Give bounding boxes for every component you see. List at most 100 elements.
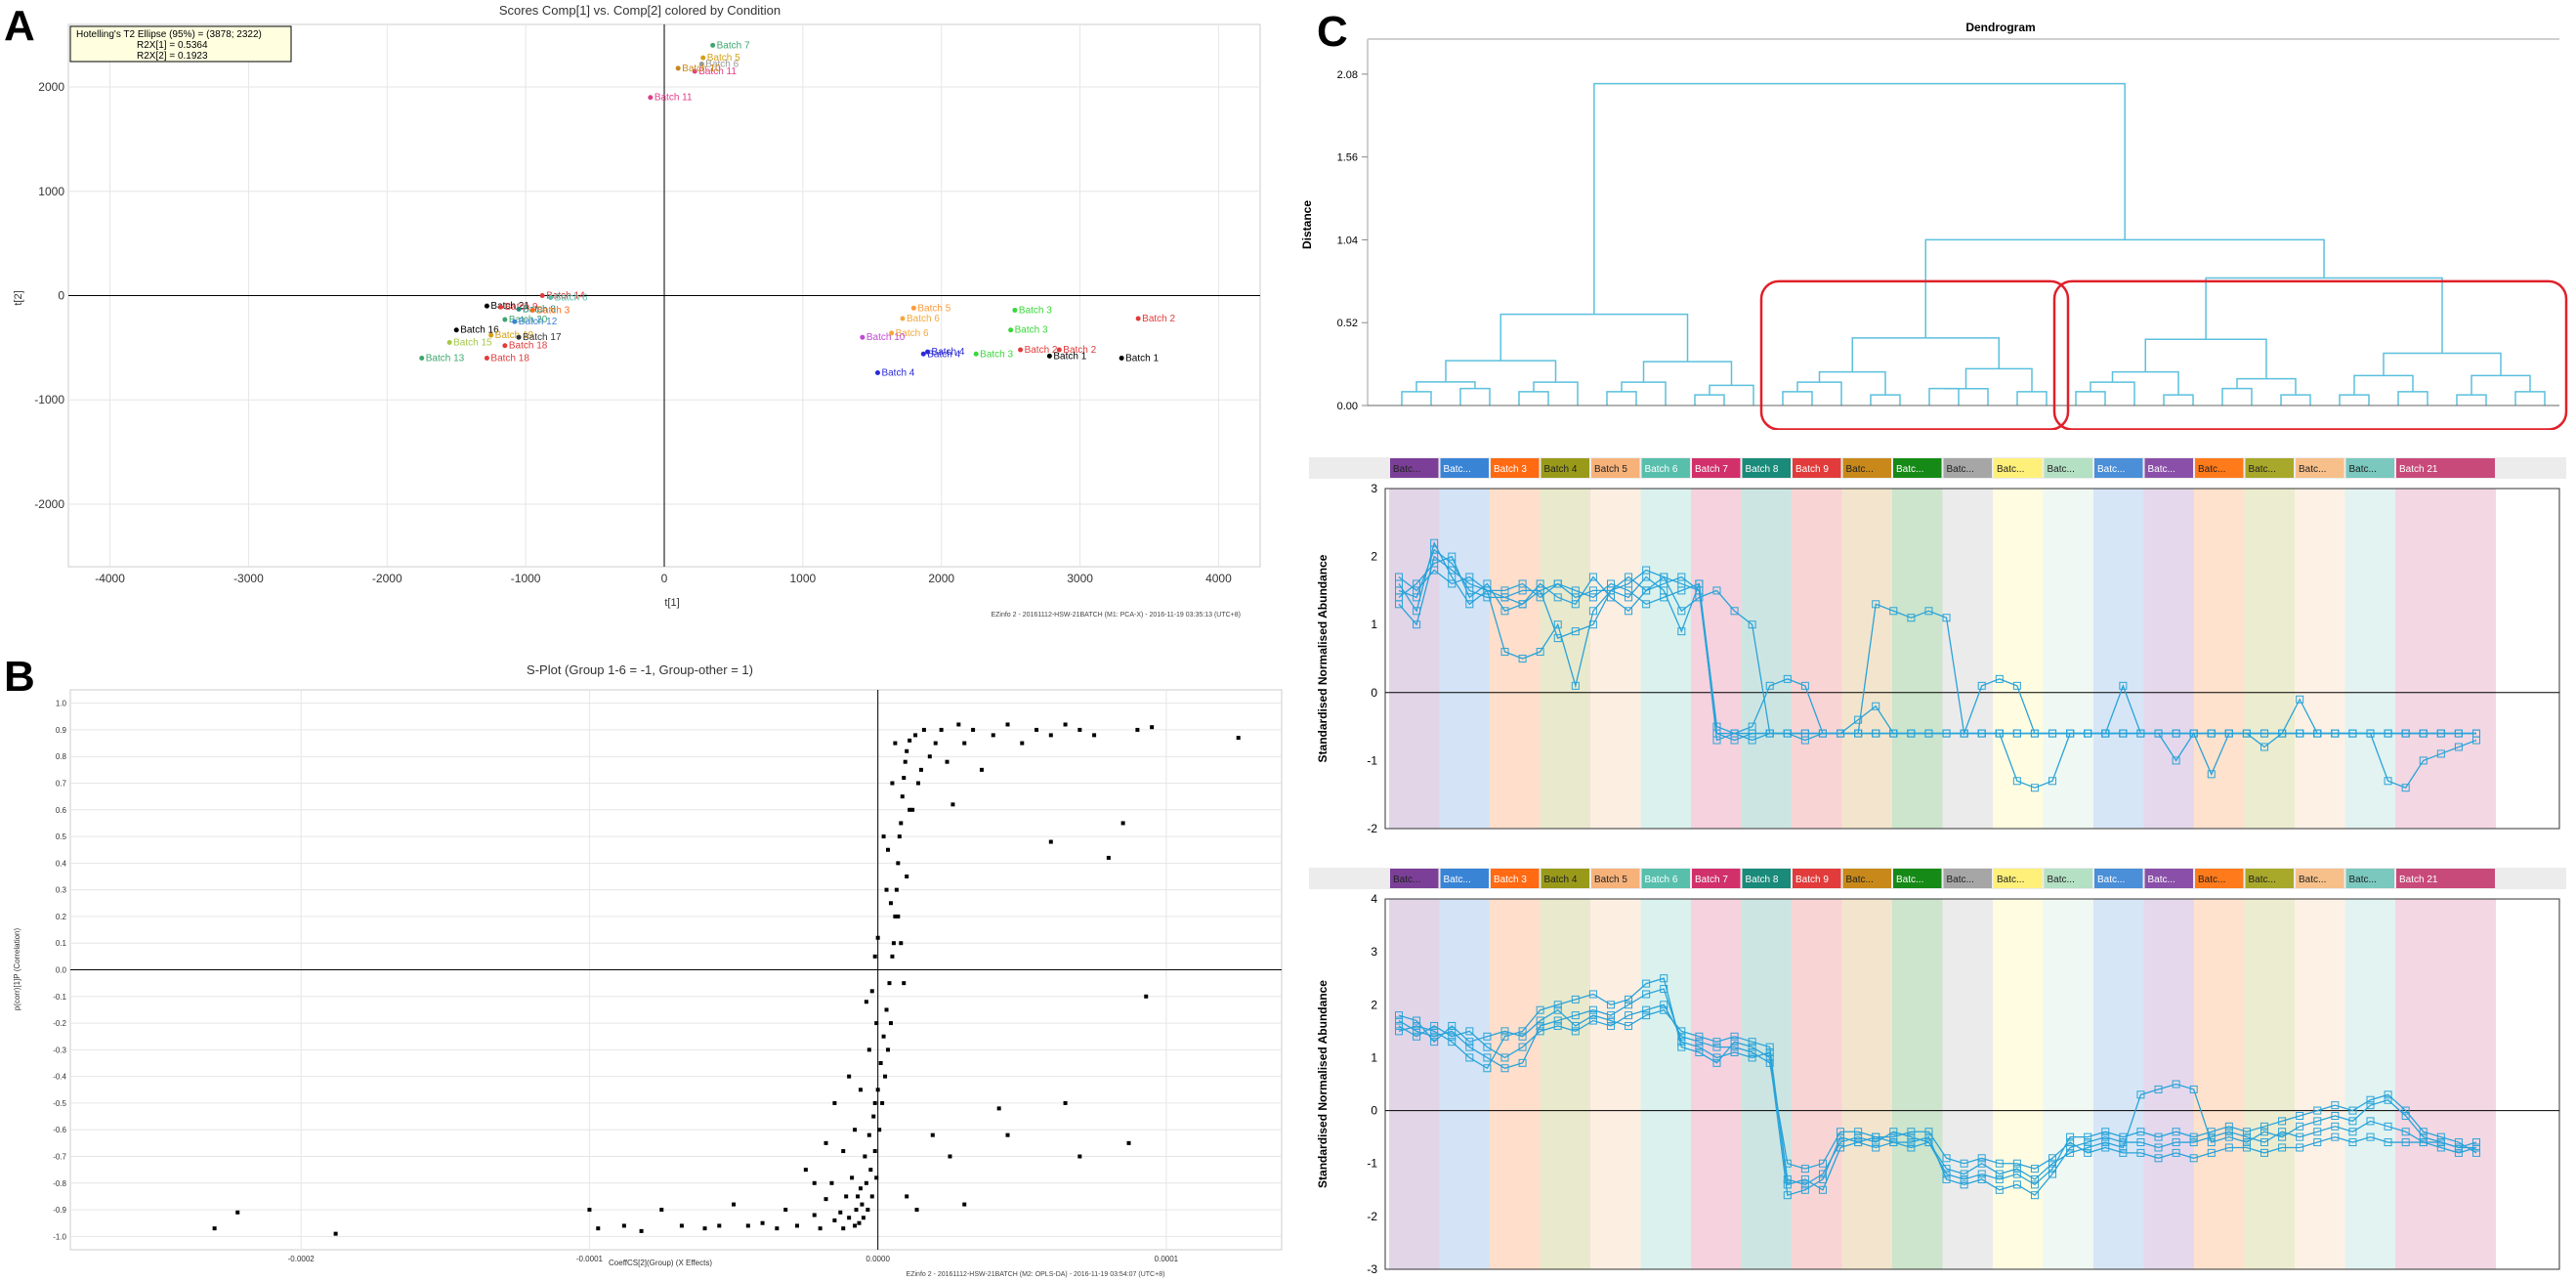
profile-marker [2084, 729, 2092, 738]
batch-header-cell [1742, 458, 1791, 478]
x-tick-label: -0.0001 [576, 1255, 604, 1263]
profile-marker [2119, 1132, 2128, 1141]
profile-marker [1889, 1132, 1898, 1141]
profile-marker [2207, 1148, 2216, 1157]
profile-marker [1483, 586, 1492, 595]
s-plot-point [930, 1132, 935, 1137]
s-plot-point [874, 1175, 879, 1180]
s-plot-point [1063, 1100, 1068, 1105]
profile-marker [2172, 756, 2180, 765]
profile-marker [2030, 1174, 2039, 1183]
profile-marker [1960, 1180, 1968, 1189]
profile-marker [1465, 1053, 1474, 1062]
x-tick-label: 1000 [790, 572, 817, 585]
s-plot-point [1077, 1154, 1082, 1159]
profile-marker [2030, 729, 2039, 738]
y-tick-label: 0.0 [56, 966, 67, 975]
profile-marker [1960, 729, 1968, 738]
profile-marker [2384, 1090, 2392, 1099]
batch-header-label: Batc... [2349, 875, 2377, 885]
profile-marker [1712, 1043, 1721, 1051]
profile-marker [2366, 729, 2375, 738]
score-point [453, 327, 459, 333]
profile-marker [2189, 729, 2198, 738]
batch-band [1540, 489, 1590, 829]
batch-header-cell [2044, 458, 2092, 478]
score-point-label: Batch 4 [927, 349, 960, 360]
profile-marker [1483, 1043, 1492, 1051]
profile-marker [1395, 1027, 1403, 1036]
s-plot-point [910, 807, 915, 812]
score-point [488, 332, 494, 338]
profile-marker [2030, 784, 2039, 792]
profile-marker [2401, 1128, 2410, 1136]
profile-y-tick-label: 2 [1371, 550, 1377, 564]
profile-marker [2030, 1180, 2039, 1189]
profile-marker [2384, 1122, 2392, 1131]
s-plot-point [927, 754, 932, 759]
batch-header-cell [2296, 458, 2344, 478]
profile-marker [2172, 1128, 2180, 1136]
y-tick-label: 0.3 [56, 886, 67, 895]
y-tick-label: 0.6 [56, 806, 67, 815]
y-tick-label: 0.8 [56, 752, 67, 761]
batch-band [2093, 899, 2144, 1269]
profile-marker [1695, 1038, 1704, 1046]
profile-marker [1606, 1011, 1615, 1020]
s-plot-point [890, 954, 895, 959]
s-plot-point [902, 776, 907, 781]
profile-marker [2436, 1138, 2445, 1147]
dendrogram-branch [1533, 381, 1579, 406]
s-plot-point [899, 941, 904, 946]
profile-marker [1924, 1138, 1933, 1147]
x-tick-label: 0 [661, 572, 668, 585]
profile-y-tick-label: -1 [1367, 753, 1377, 767]
profile-marker [2454, 1138, 2463, 1147]
profile-marker [1465, 593, 1474, 602]
batch-header-cell [2345, 869, 2394, 888]
profile-marker [1430, 1032, 1439, 1041]
profile-marker [1889, 729, 1898, 738]
batch-band [2344, 899, 2395, 1269]
s-plot-point [903, 759, 908, 764]
batch-header-cell [2094, 869, 2143, 888]
s-plot-point [888, 901, 893, 906]
profile-marker [1765, 1043, 1774, 1051]
profile-marker [1800, 681, 1809, 690]
batch-band [2244, 899, 2295, 1269]
profile-marker [1448, 1021, 1457, 1030]
batch-header-label: Batch 7 [1695, 464, 1728, 475]
x-tick-label: -2000 [372, 572, 402, 585]
profile-marker [1712, 1053, 1721, 1062]
profile-marker [1748, 1038, 1756, 1046]
batch-band [2194, 899, 2245, 1269]
score-point [446, 340, 452, 346]
batch-band [1389, 899, 1440, 1269]
s-plot-point [887, 981, 892, 986]
profile-marker [1588, 1016, 1597, 1025]
profile-marker [1500, 607, 1509, 616]
profile-marker [1837, 1138, 1845, 1147]
profile-marker [1465, 1027, 1474, 1036]
s-plot-point [866, 1208, 870, 1213]
profile-marker [1872, 1132, 1880, 1141]
s-plot-point [905, 748, 909, 753]
batch-header-label: Batc... [2048, 875, 2075, 885]
batch-band [2143, 489, 2194, 829]
profile-marker [1413, 1021, 1421, 1030]
batch-band [1439, 899, 1490, 1269]
profile-marker [2012, 1165, 2021, 1174]
dendrogram-branch [1415, 381, 1476, 392]
y-tick-label: 2000 [38, 80, 64, 94]
profile-marker [2224, 1128, 2233, 1136]
score-point-label: Batch 5 [707, 53, 740, 64]
s-plot-point [1106, 855, 1111, 860]
profile-marker [1642, 1005, 1651, 1014]
score-point-label: Batch 6 [705, 60, 739, 70]
profile-marker [1553, 1016, 1562, 1025]
profile-marker [2436, 729, 2445, 738]
profile-marker [1413, 1027, 1421, 1036]
profile-marker [1677, 607, 1686, 616]
s-plot-point [823, 1140, 828, 1145]
batch-band [2295, 489, 2345, 829]
